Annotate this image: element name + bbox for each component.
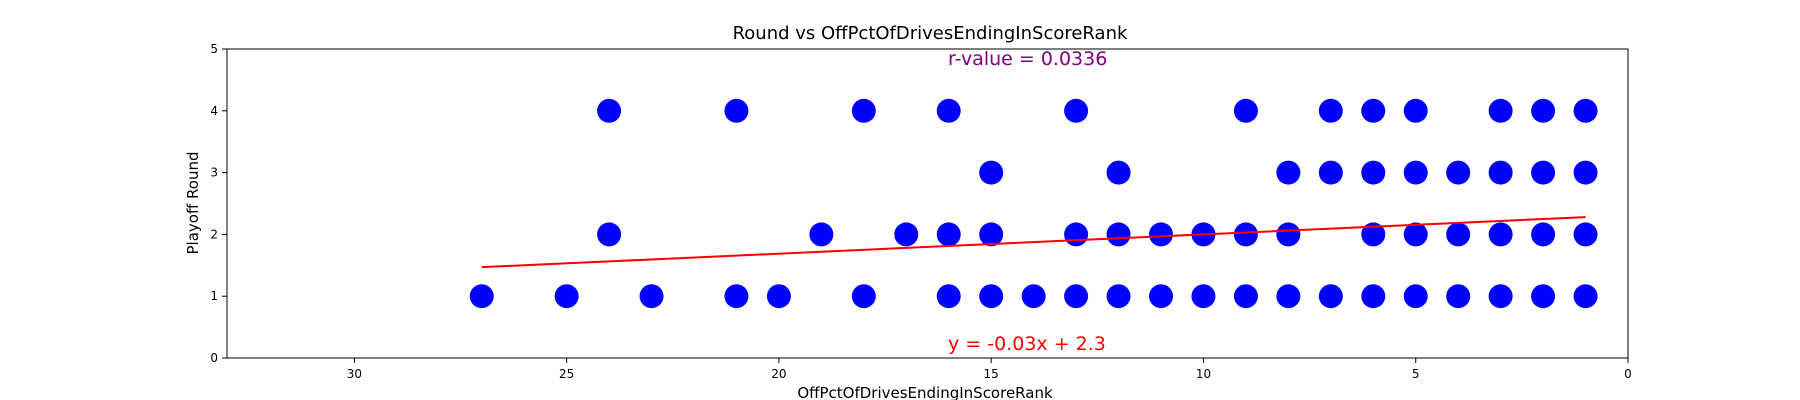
data-point (979, 160, 1004, 185)
data-point (979, 284, 1004, 309)
data-point (1446, 222, 1471, 247)
data-point (1149, 284, 1173, 309)
data-point (1403, 222, 1428, 247)
data-point (1403, 284, 1428, 309)
data-point (1573, 98, 1598, 123)
data-point (936, 222, 961, 247)
data-point (1233, 98, 1258, 123)
data-point (554, 284, 579, 309)
data-point (1361, 160, 1386, 185)
data-point (1403, 160, 1428, 185)
y-tick-label: 4 (210, 104, 218, 118)
data-point (724, 98, 749, 123)
data-point (1531, 98, 1556, 123)
data-point (851, 284, 876, 309)
data-point (1488, 222, 1513, 247)
data-point (1446, 284, 1471, 309)
r-value-annotation: r-value = 0.0336 (948, 48, 1107, 70)
axes-frame (226, 48, 1629, 359)
data-point (1233, 222, 1258, 247)
data-point (1064, 222, 1089, 247)
data-point (724, 284, 749, 309)
data-point (1488, 98, 1513, 123)
y-tick-label: 3 (210, 166, 218, 180)
y-tick-label: 1 (210, 289, 218, 303)
data-point (1064, 284, 1089, 309)
data-point (851, 98, 876, 123)
x-tick-label: 0 (1624, 367, 1632, 381)
x-tick-label: 20 (771, 367, 786, 381)
data-point (1276, 284, 1301, 309)
y-tick-label: 0 (210, 351, 218, 365)
data-point (1318, 160, 1343, 185)
y-axis-label: Playoff Round (184, 151, 202, 254)
data-point (1531, 222, 1556, 247)
data-point (1531, 160, 1556, 185)
data-point (1573, 222, 1598, 247)
data-point (1488, 284, 1513, 309)
y-tick-label: 5 (210, 42, 218, 56)
data-point (1361, 98, 1386, 123)
chart-title: Round vs OffPctOfDrivesEndingInScoreRank (733, 23, 1128, 44)
data-point (1021, 284, 1046, 309)
data-point (1318, 284, 1343, 309)
data-point (1106, 284, 1131, 309)
regression-equation-annotation: y = -0.03x + 2.3 (948, 333, 1106, 355)
x-tick-label: 5 (1412, 367, 1420, 381)
x-tick-label: 10 (1196, 367, 1211, 381)
data-point (936, 284, 961, 309)
plot-area: 30 25 20 15 10 5 0 0 1 2 3 4 5 (210, 42, 1631, 381)
data-point (1276, 160, 1301, 185)
data-point (1446, 160, 1471, 185)
data-point (1488, 160, 1513, 185)
data-point (1361, 284, 1386, 309)
data-point (1531, 284, 1556, 309)
data-point (597, 98, 622, 123)
data-point (597, 222, 622, 247)
data-point (1573, 160, 1598, 185)
x-tick-label: 30 (347, 367, 362, 381)
data-point (469, 284, 494, 309)
data-point (1064, 98, 1089, 123)
x-tick-label: 25 (559, 367, 574, 381)
regression-line (481, 216, 1586, 269)
data-point (809, 222, 834, 247)
x-axis-label: OffPctOfDrivesEndingInScoreRank (797, 384, 1053, 400)
data-point (766, 284, 791, 309)
x-tick-label: 15 (984, 367, 999, 381)
data-point (1149, 222, 1173, 247)
data-point (1233, 284, 1258, 309)
data-point (979, 222, 1004, 247)
data-point (894, 222, 919, 247)
data-point (1191, 284, 1216, 309)
data-point (1403, 98, 1428, 123)
data-point (1573, 284, 1598, 309)
data-point (1361, 222, 1386, 247)
data-point (1276, 222, 1301, 247)
data-point (639, 284, 664, 309)
data-point (1106, 222, 1131, 247)
data-point (1318, 98, 1343, 123)
data-point (936, 98, 961, 123)
data-point (1106, 160, 1131, 185)
y-tick-label: 2 (210, 227, 218, 241)
